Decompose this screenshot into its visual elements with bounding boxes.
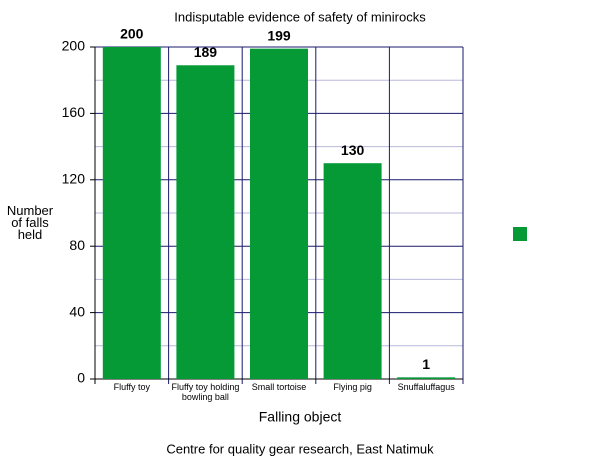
x-tick-label: Small tortoise: [251, 382, 307, 392]
legend-swatch: [513, 227, 527, 241]
y-tick-label: 120: [62, 171, 86, 187]
value-label: 189: [194, 44, 218, 60]
y-tick-label: 0: [77, 370, 85, 386]
value-label: 199: [267, 27, 291, 43]
value-label: 200: [120, 26, 144, 42]
bar: [397, 377, 456, 379]
bar: [102, 47, 161, 379]
x-tick-label: Fluffy toy: [113, 382, 150, 392]
y-tick-label: 80: [69, 237, 85, 253]
x-tick-label: Fluffy toy holding bowling ball: [171, 382, 240, 402]
bar: [323, 163, 382, 379]
footer: Centre for quality gear research, East N…: [166, 441, 434, 456]
y-tick-label: 160: [62, 104, 86, 120]
value-label: 130: [341, 142, 365, 158]
bar: [250, 48, 308, 379]
y-tick-label: 40: [69, 303, 85, 319]
x-tick-label: Flying pig: [333, 382, 372, 392]
y-tick-label: 200: [62, 38, 86, 54]
chart-title: Indisputable evidence of safety of minir…: [174, 9, 426, 24]
value-label: 1: [422, 356, 430, 372]
x-tick-label: Snuffaluffagus: [397, 382, 455, 392]
x-axis-label: Falling object: [259, 409, 342, 425]
y-axis-label: Number of falls held: [6, 203, 54, 242]
bar: [176, 65, 235, 379]
